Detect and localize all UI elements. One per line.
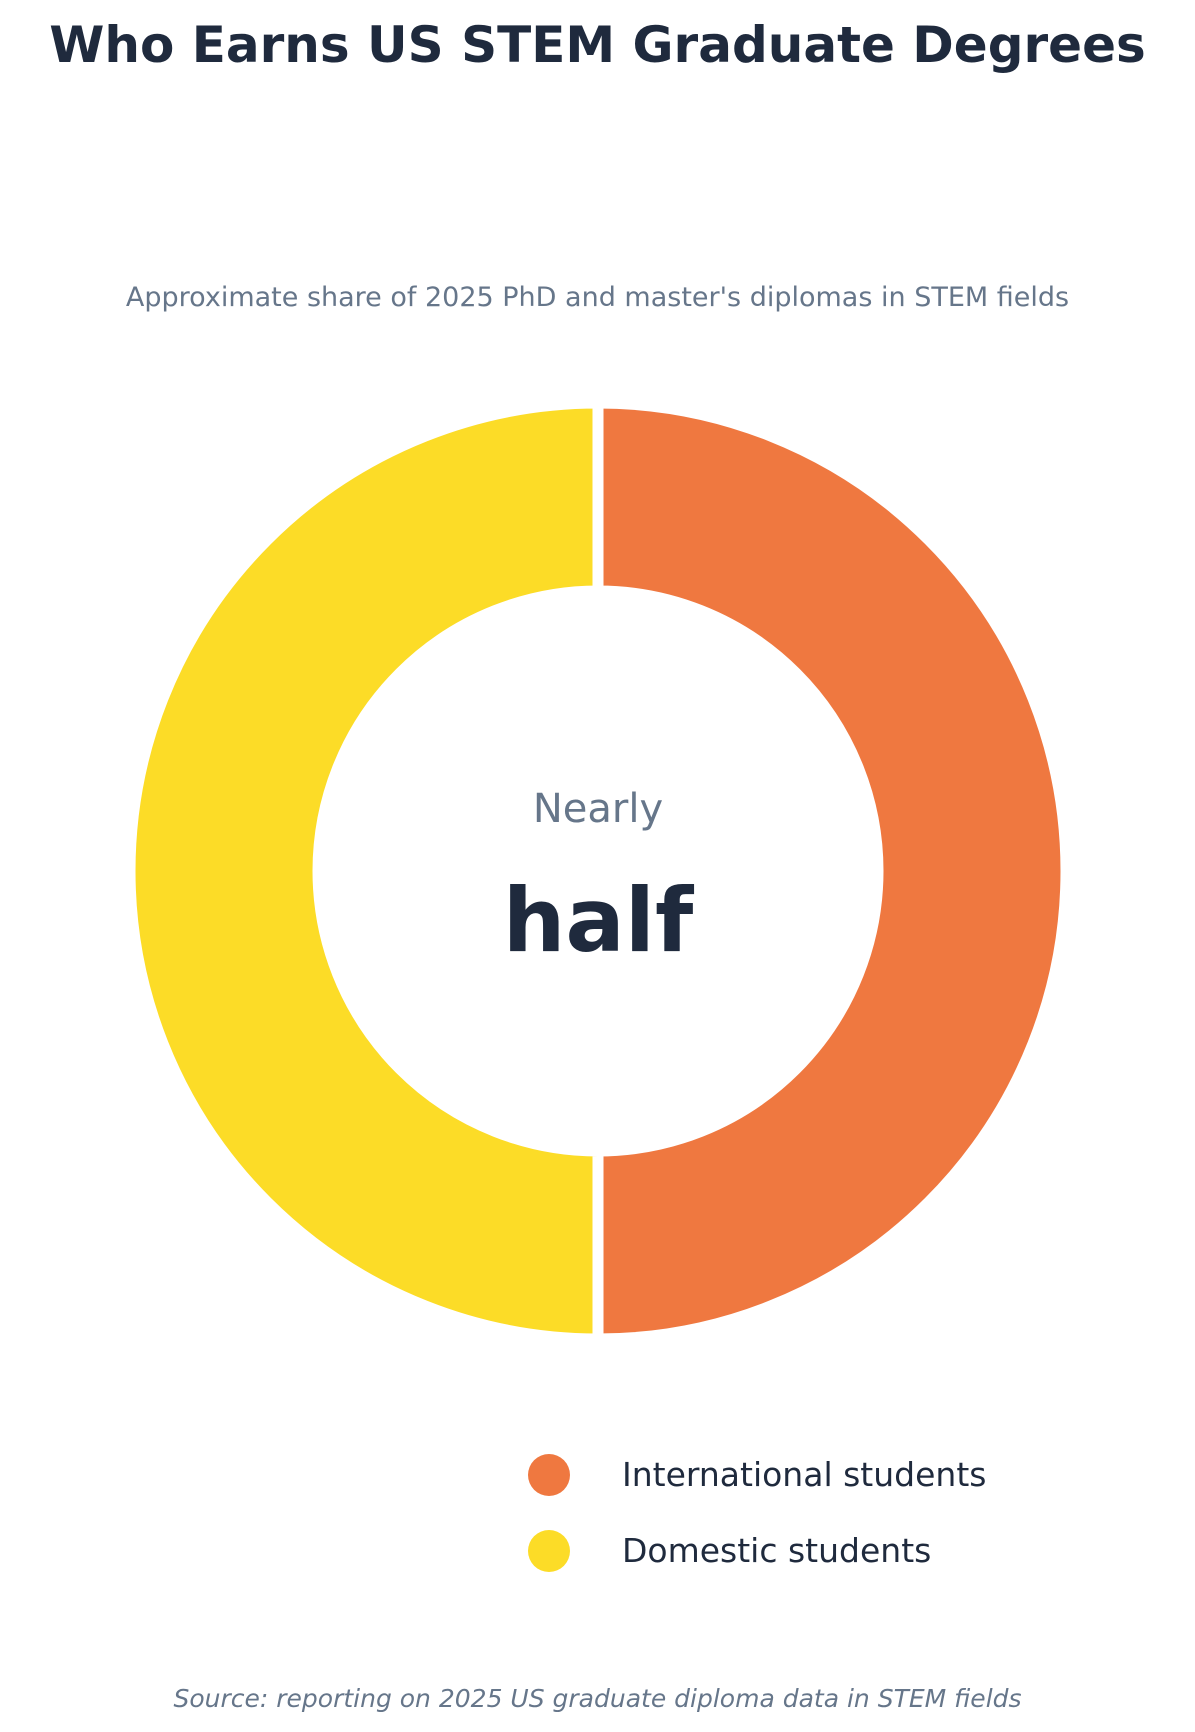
donut-slice-international-students [592,397,1072,1345]
legend-item-domestic: Domestic students [528,1530,986,1572]
donut-slice-domestic-students [124,397,604,1345]
center-label-main: half [503,869,695,972]
legend: International students Domestic students [528,1454,986,1606]
chart-title: Who Earns US STEM Graduate Degrees [49,16,1146,74]
source-note: Source: reporting on 2025 US graduate di… [173,1684,1022,1713]
legend-swatch-international [528,1454,570,1496]
chart-subtitle: Approximate share of 2025 PhD and master… [125,282,1070,313]
donut-slices [124,397,1072,1345]
center-label-top: Nearly [533,786,663,832]
legend-item-international: International students [528,1454,986,1496]
legend-label-international: International students [622,1455,987,1494]
legend-label-domestic: Domestic students [622,1531,932,1570]
legend-swatch-domestic [528,1530,570,1572]
